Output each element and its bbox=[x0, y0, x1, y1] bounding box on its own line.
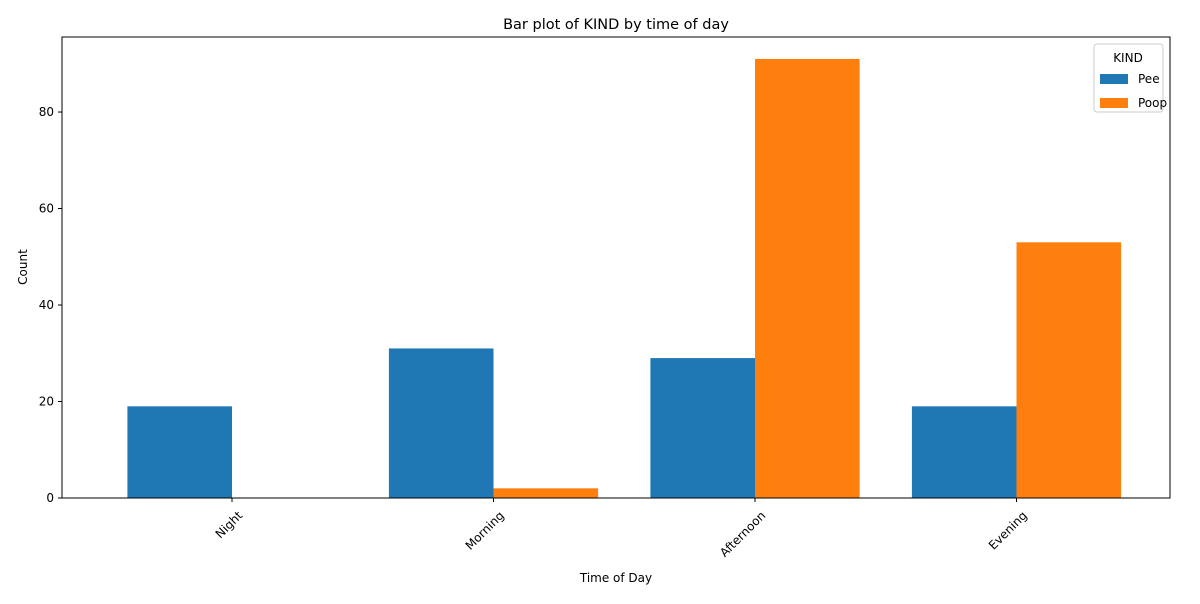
bar-pee-evening bbox=[911, 406, 1017, 498]
legend-frame bbox=[1093, 43, 1164, 113]
legend-swatch-pee bbox=[1100, 74, 1128, 84]
y-tick-label: 20 bbox=[39, 395, 54, 409]
legend: KIND Pee Poop bbox=[1093, 43, 1167, 113]
x-axis-label: Time of Day bbox=[579, 571, 652, 585]
bars-group bbox=[127, 58, 1122, 498]
legend-label-pee: Pee bbox=[1138, 72, 1160, 86]
bar-poop-afternoon bbox=[755, 58, 860, 498]
bar-pee-afternoon bbox=[650, 358, 755, 498]
legend-label-poop: Poop bbox=[1138, 96, 1167, 110]
legend-swatch-poop bbox=[1100, 98, 1128, 108]
y-axis-ticks: 0 20 40 60 80 bbox=[39, 105, 62, 505]
legend-title: KIND bbox=[1113, 51, 1143, 65]
y-axis-label: Count bbox=[16, 249, 30, 285]
bar-pee-morning bbox=[388, 348, 494, 498]
bar-poop-morning bbox=[493, 488, 599, 498]
bar-poop-evening bbox=[1016, 242, 1122, 498]
y-tick-label: 0 bbox=[46, 491, 54, 505]
y-tick-label: 60 bbox=[39, 202, 54, 216]
bar-pee-night bbox=[127, 406, 232, 498]
y-tick-label: 80 bbox=[39, 105, 54, 119]
plot-area-frame bbox=[61, 36, 1171, 499]
legend-entries: Pee Poop bbox=[1100, 72, 1167, 110]
y-tick-label: 40 bbox=[39, 298, 54, 312]
chart-title: Bar plot of KIND by time of day bbox=[503, 17, 729, 33]
